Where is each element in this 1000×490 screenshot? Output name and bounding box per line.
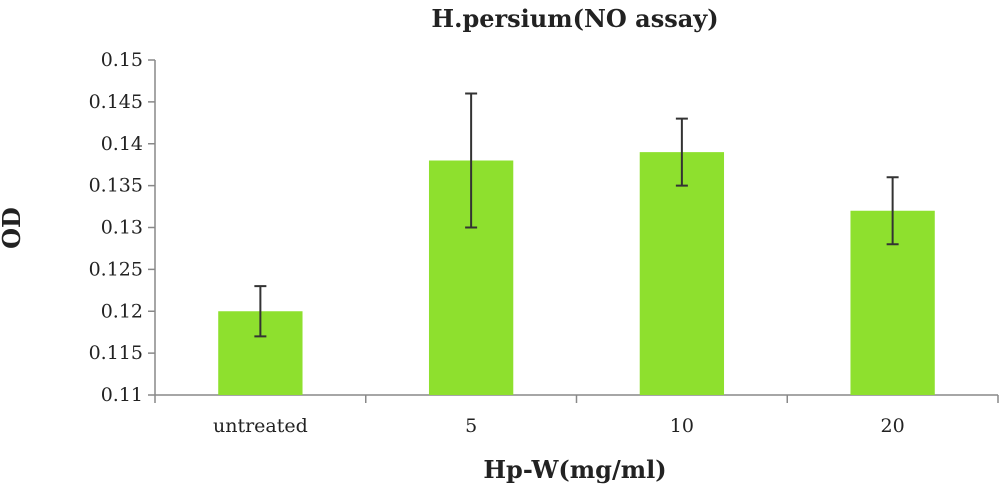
y-tick-label: 0.115 bbox=[89, 342, 143, 364]
y-tick-label: 0.11 bbox=[101, 384, 143, 406]
x-axis-label: Hp-W(mg/ml) bbox=[483, 455, 666, 484]
x-tick-label: untreated bbox=[213, 415, 308, 437]
bar-10 bbox=[639, 152, 725, 395]
y-tick-label: 0.135 bbox=[89, 175, 143, 197]
x-tick-label: 5 bbox=[465, 415, 477, 437]
x-tick-label: 10 bbox=[670, 415, 694, 437]
y-tick-label: 0.13 bbox=[101, 217, 143, 239]
y-tick-label: 0.14 bbox=[101, 133, 143, 155]
y-tick-label: 0.15 bbox=[101, 49, 143, 71]
plot-area: 0.11 0.115 0.12 0.125 0.13 0.135 0.14 0.145 0.15… bbox=[89, 49, 999, 437]
x-tick-label: 20 bbox=[881, 415, 905, 437]
y-tick-label: 0.12 bbox=[101, 300, 143, 322]
y-tick-label: 0.145 bbox=[89, 91, 143, 113]
y-axis-label: OD bbox=[0, 207, 26, 249]
y-tick-label: 0.125 bbox=[89, 258, 143, 280]
chart-title: H.persium(NO assay) bbox=[431, 4, 718, 33]
